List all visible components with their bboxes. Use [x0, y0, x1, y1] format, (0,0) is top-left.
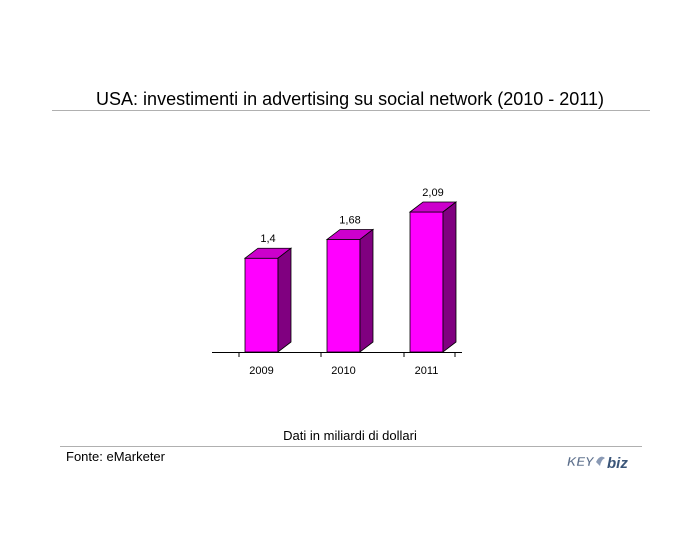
x-tick-label: 2011 [415, 365, 439, 377]
source-label: Fonte: eMarketer [66, 449, 165, 464]
svg-text:biz: biz [607, 455, 628, 472]
footer-divider [60, 446, 642, 447]
x-tick-label: 2010 [331, 365, 355, 377]
svg-text:KEY: KEY [567, 454, 595, 469]
bar [409, 211, 444, 353]
x-tick-label: 2009 [249, 365, 273, 377]
units-note: Dati in miliardi di dollari [283, 428, 417, 443]
data-label: 2,09 [422, 187, 443, 199]
key4biz-logo: KEY biz [567, 454, 628, 472]
bar-side-face [442, 201, 457, 353]
bar-side-face [277, 247, 292, 353]
chart-title: USA: investimenti in advertising su soci… [96, 89, 604, 109]
data-label: 1,4 [260, 233, 275, 245]
data-label: 1,68 [339, 214, 360, 226]
title-divider [52, 110, 650, 111]
bar-side-face [359, 228, 374, 353]
bar [244, 257, 279, 353]
bar [326, 239, 361, 353]
